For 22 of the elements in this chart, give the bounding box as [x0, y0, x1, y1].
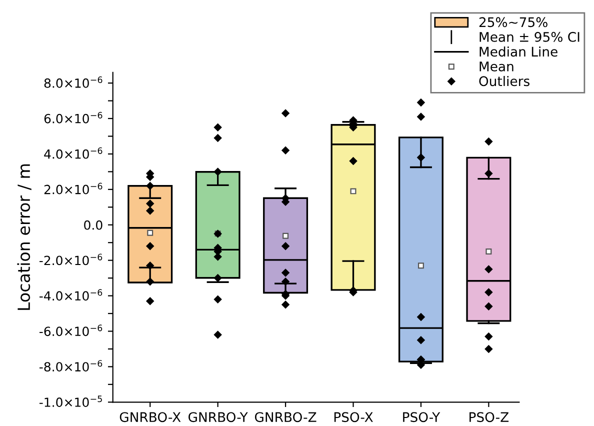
legend-label: Outliers	[479, 76, 530, 86]
y-tick-label: 8.0×10$^{−6}$	[44, 76, 102, 88]
x-tick-label: GNRBO-X	[120, 412, 181, 422]
legend-label: 25%~75%	[479, 17, 548, 28]
y-tick-label: 2.0×10$^{−6}$	[44, 182, 102, 194]
y-axis-title: Location error / m	[17, 164, 32, 310]
legend-label: Mean	[480, 62, 514, 72]
x-tick-label: GNRBO-Y	[188, 412, 248, 422]
y-tick-label: 4.0×10$^{−6}$	[44, 147, 102, 159]
x-tick-label: GNRBO-Z	[254, 412, 316, 422]
x-tick-label: PSO-X	[334, 412, 373, 422]
y-tick-label: -6.0×10$^{−6}$	[40, 324, 102, 336]
text: Median Line	[480, 46, 558, 57]
y-tick-label: 0.0	[84, 220, 102, 230]
y-tick-label: -4.0×10$^{−6}$	[40, 289, 102, 301]
y-tick-label: -2.0×10$^{−6}$	[40, 254, 102, 266]
x-tick-label: PSO-Z	[470, 412, 509, 422]
text: Mean ± 95% CI	[480, 32, 580, 42]
y-tick-label: -1.0×10$^{−5}$	[40, 396, 102, 407]
y-tick-label: -8.0×10$^{−6}$	[40, 360, 102, 372]
y-tick-label: 6.0×10$^{−6}$	[44, 112, 102, 124]
x-tick-label: PSO-Y	[403, 412, 440, 422]
